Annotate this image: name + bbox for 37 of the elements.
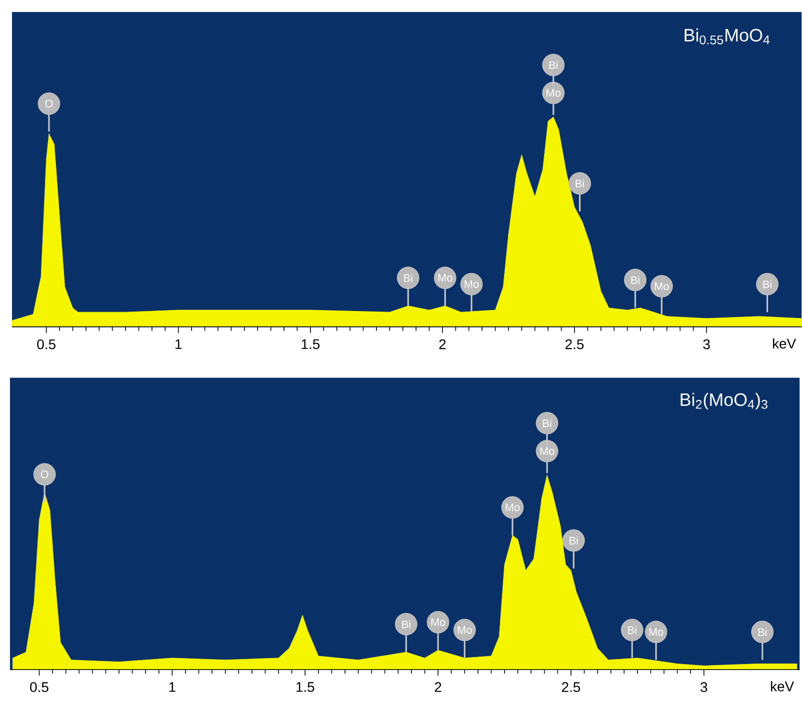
- x-tick-label: 3: [700, 682, 708, 692]
- x-axis-title: keV: [771, 681, 794, 692]
- x-tick-label: 1.5: [302, 340, 320, 350]
- x-tick-label: 1: [176, 340, 182, 350]
- annotation: Mo: [654, 282, 669, 290]
- text: Bi: [543, 419, 552, 428]
- annotation: Bi: [763, 280, 772, 288]
- x-tick-label: 3: [703, 340, 710, 350]
- annotation: Mo: [431, 618, 446, 626]
- x-tick-label: 2.5: [566, 340, 584, 350]
- text: Bi: [549, 61, 558, 70]
- x-tick-label: 1: [169, 682, 176, 692]
- annotation: Bi: [570, 536, 578, 545]
- annotation: O: [40, 470, 48, 478]
- x-tick-label: 2.5: [562, 682, 580, 692]
- x-tick-label: 0.5: [37, 340, 56, 350]
- annotation: Mo: [464, 280, 479, 288]
- annotation: Bi: [404, 274, 412, 282]
- annotation: Bi: [631, 276, 640, 284]
- annotation: Bi: [758, 628, 767, 636]
- x-tick-label: 0.5: [30, 682, 48, 692]
- x-tick-label: 1.5: [296, 682, 314, 692]
- annotation: Bi: [628, 626, 636, 634]
- annotation: Mo: [649, 628, 664, 636]
- x-axis-title: keV: [773, 338, 796, 349]
- chart-title: Bi$_{2}$(MoO$_{4}$)$_{3}$: [680, 393, 768, 410]
- x-tick-label: 2: [434, 682, 442, 692]
- text: Mo: [540, 447, 554, 456]
- annotation: Mo: [438, 274, 452, 282]
- text: Mo: [546, 89, 561, 97]
- chart-title: Bi$_{0.55}$MoO$_{4}$: [684, 28, 770, 45]
- annotation: Bi: [402, 620, 410, 628]
- x-tick-label: 2: [439, 340, 446, 350]
- annotation: Mo: [458, 626, 472, 634]
- annotation: Bi: [576, 180, 584, 188]
- annotation: Mo: [506, 504, 520, 512]
- annotation: O: [45, 100, 53, 108]
